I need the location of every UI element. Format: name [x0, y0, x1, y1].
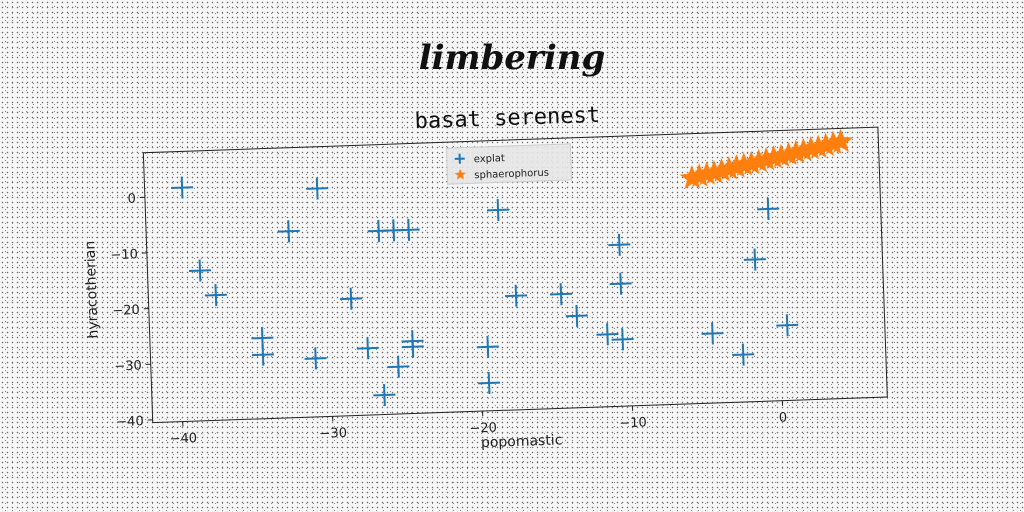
plus-point [487, 199, 510, 222]
star-point [806, 134, 831, 159]
x-tick-label: 0 [779, 410, 788, 425]
x-axis-label: popomastic [481, 432, 563, 451]
plus-point [171, 176, 194, 199]
plus-point [596, 323, 619, 346]
star-point [687, 163, 712, 188]
star-point [828, 128, 854, 153]
star-point [783, 139, 809, 164]
plus-point [701, 322, 724, 345]
legend-label: sphaerophorus [474, 168, 549, 182]
star-point [768, 143, 794, 168]
plus-point [340, 287, 363, 310]
plus-point [401, 335, 424, 358]
plus-point [776, 314, 799, 337]
plus-point [356, 337, 379, 360]
plus-point [608, 233, 631, 256]
star-point [791, 137, 816, 162]
plus-point [611, 328, 634, 351]
plus-point [306, 177, 329, 200]
y-tick-label: −40 [116, 414, 144, 430]
plus-point [277, 220, 300, 243]
star-point [746, 148, 772, 173]
plus-point [609, 272, 632, 295]
plus-point [505, 284, 528, 307]
y-tick-label: −30 [114, 359, 142, 375]
star-point [716, 156, 742, 180]
chart-title: basat serenest [414, 103, 600, 134]
star-point [709, 158, 735, 182]
plus-point [188, 259, 212, 282]
star-point [776, 141, 802, 166]
plus-point [478, 371, 501, 395]
y-axis-label: hyracotherian [82, 240, 101, 338]
legend-marker-sphaerophorus [454, 168, 466, 180]
x-tick-label: −20 [469, 421, 497, 437]
y-tick-label: −10 [110, 247, 138, 263]
chart-group: basat serenest −40 −30 −20 −10 00−10−20−30−4… [82, 103, 888, 451]
star-point [753, 147, 779, 171]
series-sphaerophorus [679, 128, 854, 189]
plot-frame [142, 126, 888, 424]
legend-label: explat [474, 153, 506, 165]
legend-marker-explat [454, 153, 465, 164]
plus-point [549, 283, 573, 306]
axis-ticks: −40 −30 −20 −10 0 0 −10 −20 −30 −40 [110, 192, 788, 447]
plus-point [732, 343, 755, 366]
page-title: limbering [418, 38, 606, 78]
chart-marks [171, 128, 854, 407]
plus-point [476, 335, 499, 358]
plus-point [304, 347, 327, 370]
star-point [724, 154, 749, 178]
legend: explat sphaerophorus [445, 143, 573, 185]
plus-point [387, 355, 410, 378]
y-tick-label: 0 [127, 192, 136, 207]
star-point [739, 150, 764, 175]
plus-point [397, 218, 420, 241]
x-tick-label: −30 [319, 426, 347, 442]
plus-point [204, 284, 227, 307]
legend-box [445, 143, 573, 185]
star-point [813, 132, 839, 157]
star-point [820, 130, 846, 155]
series-explat [171, 176, 799, 407]
plus-point [373, 384, 396, 407]
plus-point [565, 304, 588, 327]
plus-point [743, 248, 766, 271]
x-tick-label: −10 [619, 415, 647, 431]
plus-point [251, 343, 274, 366]
plus-point [757, 197, 780, 220]
star-point [679, 165, 705, 189]
y-tick-label: −20 [112, 303, 140, 319]
x-tick-label: −40 [169, 431, 197, 447]
star-point [701, 159, 727, 184]
